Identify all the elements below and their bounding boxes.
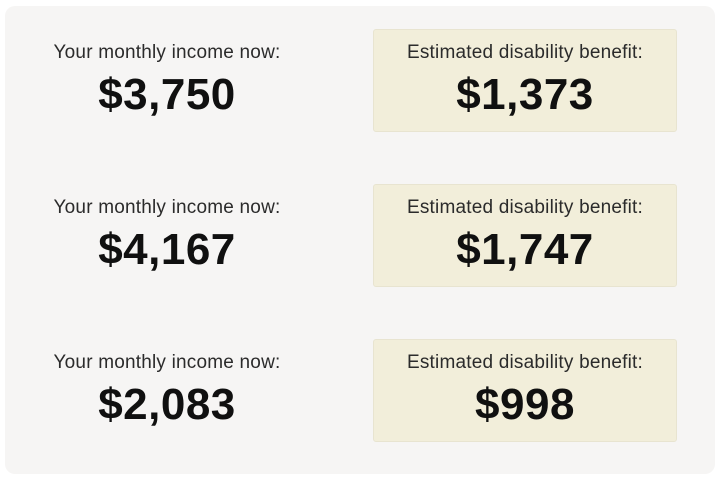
income-label: Your monthly income now: <box>53 351 281 373</box>
benefit-label: Estimated disability benefit: <box>406 41 644 63</box>
income-label: Your monthly income now: <box>53 41 281 63</box>
income-cell: Your monthly income now: $2,083 <box>5 339 329 442</box>
benefit-value: $998 <box>475 379 575 429</box>
benefit-label: Estimated disability benefit: <box>406 196 644 218</box>
benefit-value: $1,747 <box>456 224 594 274</box>
income-value: $2,083 <box>98 379 236 429</box>
income-cell: Your monthly income now: $3,750 <box>5 29 329 132</box>
income-cell: Your monthly income now: $4,167 <box>5 184 329 287</box>
results-row: Your monthly income now: $4,167 Estimate… <box>5 184 715 287</box>
results-row: Your monthly income now: $3,750 Estimate… <box>5 29 715 132</box>
benefit-label: Estimated disability benefit: <box>406 351 644 373</box>
income-value: $4,167 <box>98 224 236 274</box>
income-value: $3,750 <box>98 69 236 119</box>
benefit-panel: Estimated disability benefit: $998 <box>373 339 677 442</box>
benefit-value: $1,373 <box>456 69 594 119</box>
benefit-panel: Estimated disability benefit: $1,373 <box>373 29 677 132</box>
income-label: Your monthly income now: <box>53 196 281 218</box>
results-card: Your monthly income now: $3,750 Estimate… <box>5 6 715 474</box>
results-row: Your monthly income now: $2,083 Estimate… <box>5 339 715 442</box>
benefit-panel: Estimated disability benefit: $1,747 <box>373 184 677 287</box>
